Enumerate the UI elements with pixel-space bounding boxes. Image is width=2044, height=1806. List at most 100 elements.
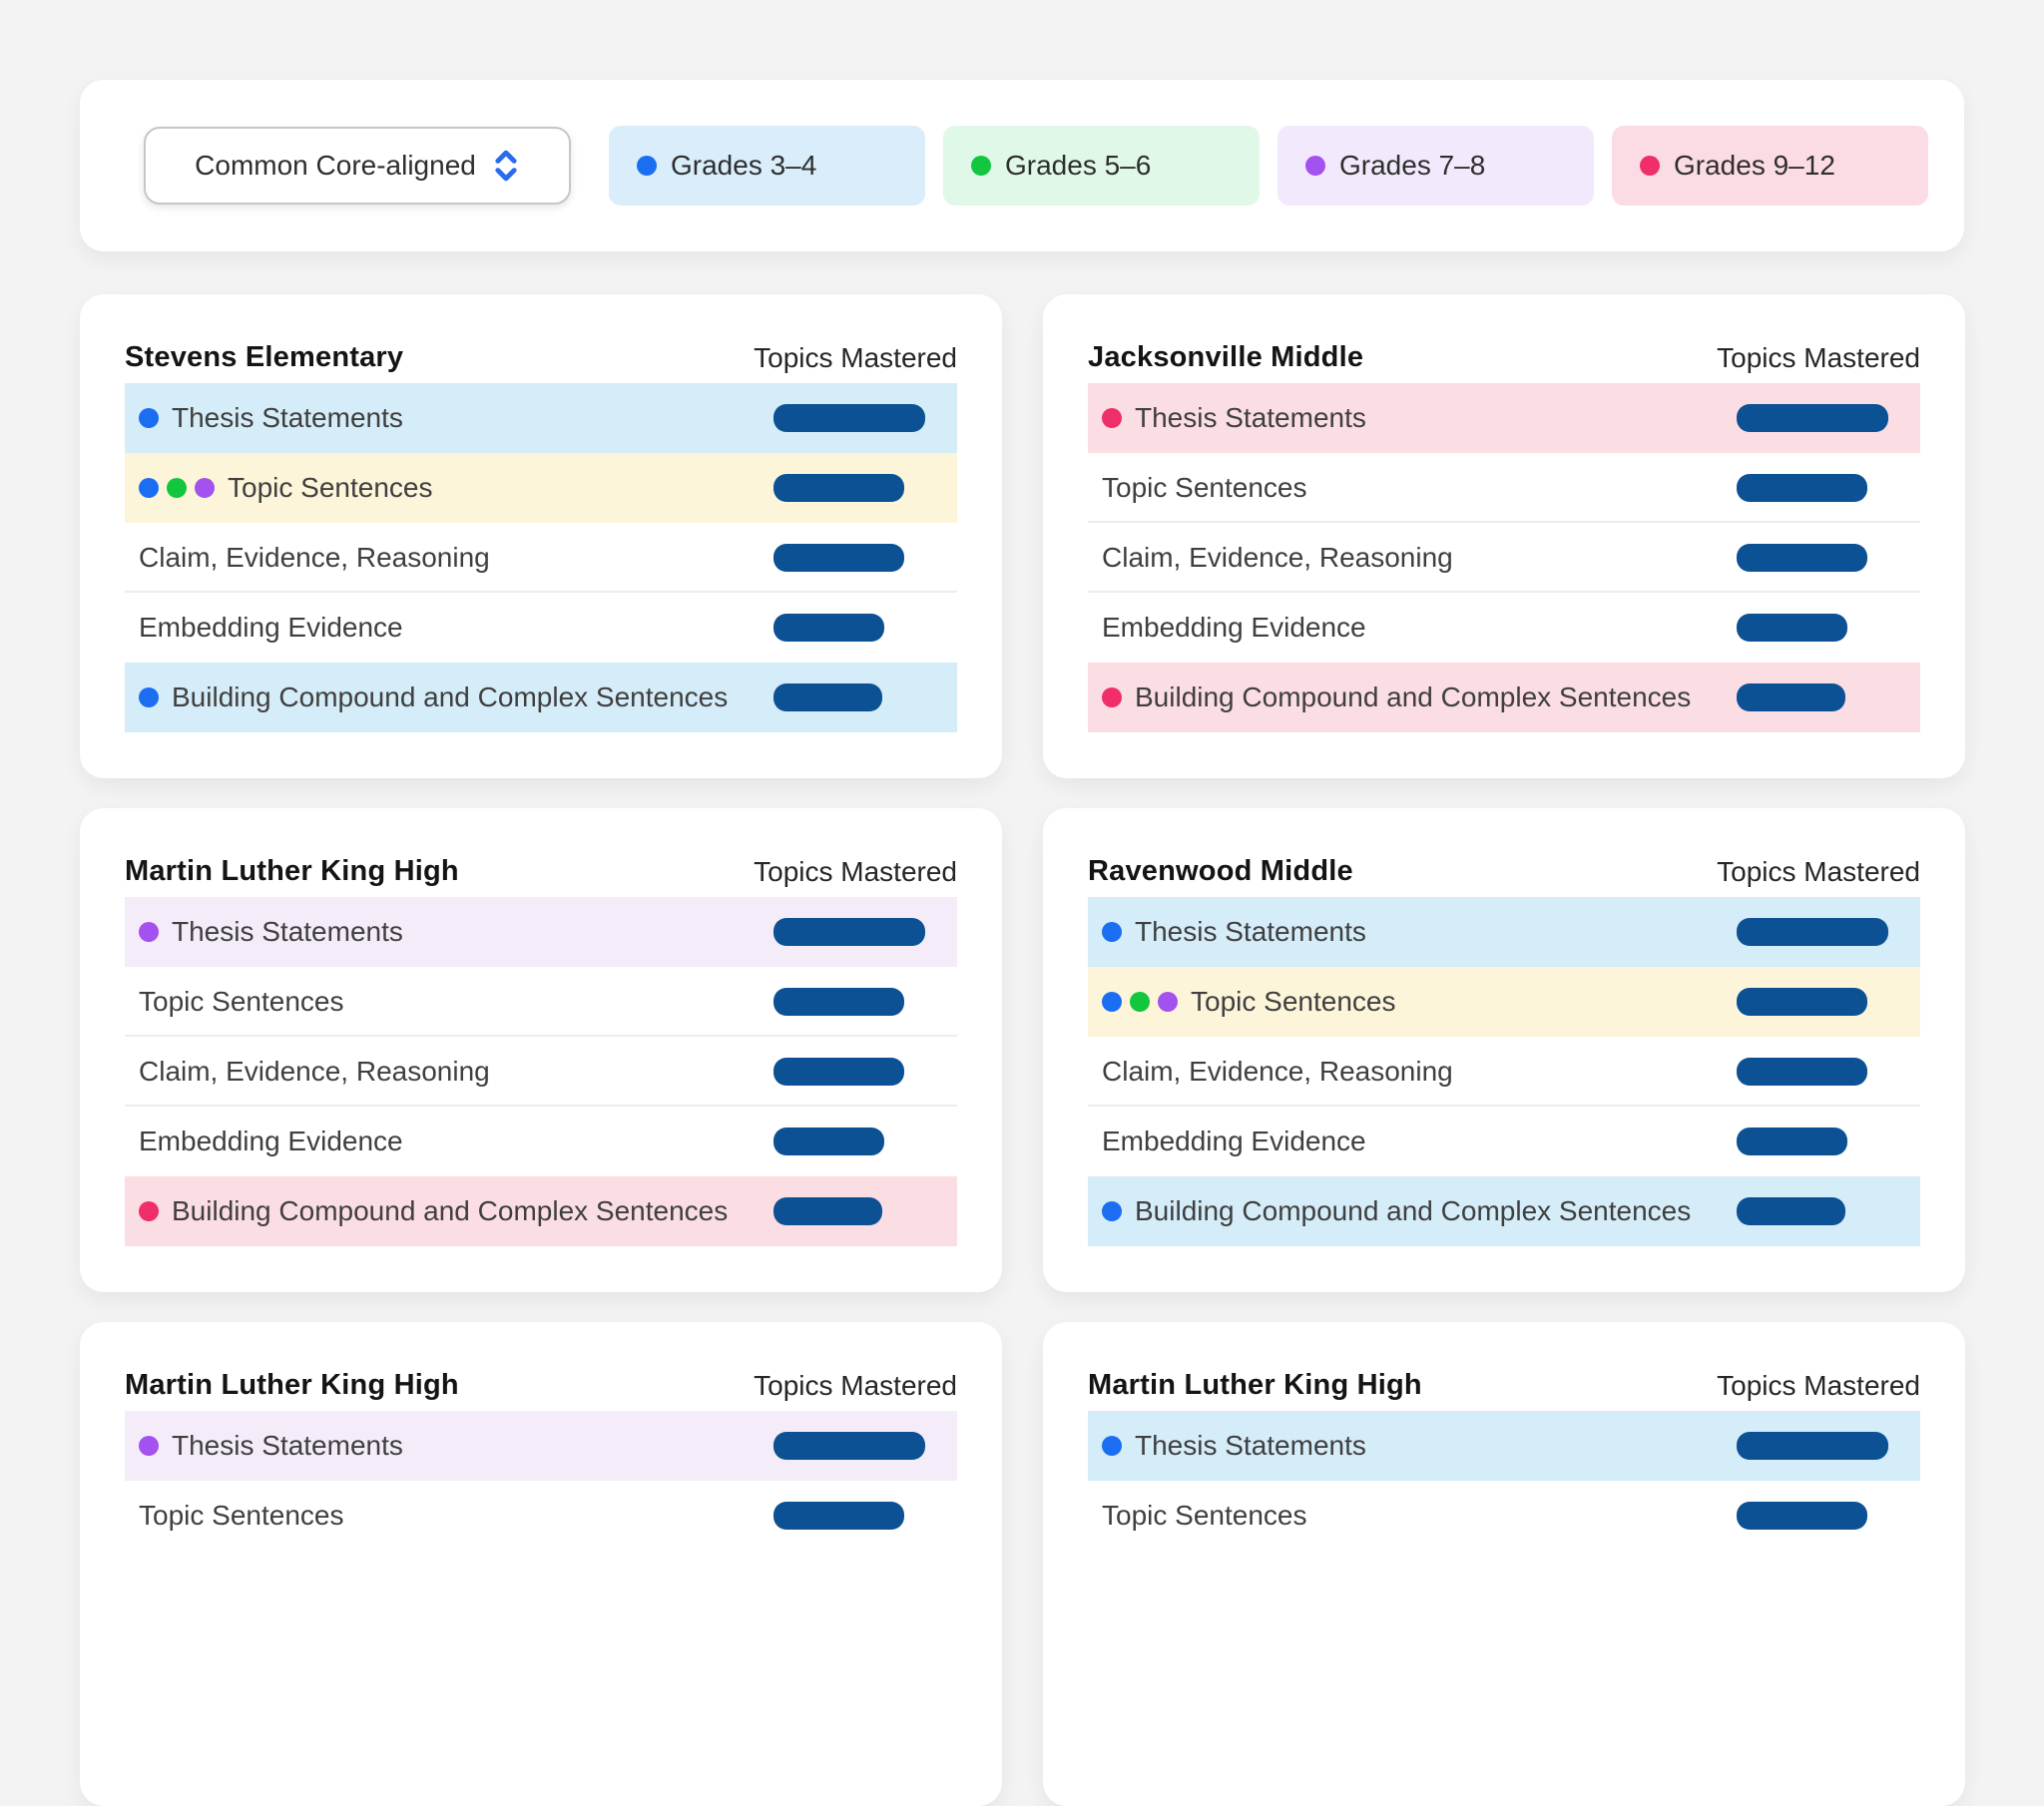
- mastery-bar: [773, 988, 904, 1016]
- grade-filter-chip-9-12[interactable]: Grades 9–12: [1612, 126, 1928, 206]
- mastery-bar: [1737, 683, 1846, 711]
- standards-dropdown-label: Common Core-aligned: [195, 150, 476, 181]
- grade-dot-icon: [637, 156, 657, 176]
- mastery-bar: [1737, 404, 1888, 432]
- school-name: Stevens Elementary: [125, 341, 404, 373]
- grade-dot-icon: [1102, 992, 1122, 1012]
- grade-filter-chip-3-4[interactable]: Grades 3–4: [609, 126, 925, 206]
- grade-dot-icon: [1102, 922, 1122, 942]
- school-card: Stevens Elementary Topics Mastered Thesis …: [80, 294, 1002, 778]
- topic-label: Claim, Evidence, Reasoning: [1102, 1056, 1453, 1087]
- mastery-bar: [1737, 474, 1867, 502]
- grade-dot-icon: [1158, 992, 1178, 1012]
- topic-label: Embedding Evidence: [1102, 1126, 1366, 1156]
- grade-dot-icon: [1102, 408, 1122, 428]
- topic-row: Building Compound and Complex Sentences: [1088, 1176, 1920, 1246]
- grade-dot-icon: [1102, 687, 1122, 707]
- grade-dots: [139, 408, 159, 428]
- mastery-bar: [773, 404, 925, 432]
- topic-row: Topic Sentences: [125, 1481, 957, 1551]
- mastery-bar-track: [773, 614, 925, 642]
- mastery-bar-track: [773, 474, 925, 502]
- topic-row: Embedding Evidence: [125, 1107, 957, 1176]
- mastery-bar-track: [1737, 1502, 1888, 1530]
- topic-row: Thesis Statements: [125, 1411, 957, 1481]
- mastery-bar-track: [773, 1058, 925, 1086]
- mastery-bar: [773, 683, 883, 711]
- school-card-header: Stevens Elementary Topics Mastered: [125, 294, 957, 383]
- school-name: Martin Luther King High: [125, 855, 459, 887]
- grade-dots: [139, 922, 159, 942]
- mastery-bar-track: [773, 918, 925, 946]
- mastery-bar: [773, 1502, 904, 1530]
- grade-filter-label: Grades 3–4: [671, 150, 817, 181]
- standards-dropdown[interactable]: Common Core-aligned: [144, 127, 571, 205]
- mastery-bar: [773, 544, 904, 572]
- grade-dots: [139, 687, 159, 707]
- topic-row: Claim, Evidence, Reasoning: [1088, 523, 1920, 593]
- topic-row: Embedding Evidence: [1088, 593, 1920, 663]
- topic-rows: Thesis Statements Topic Sentences Claim, E…: [1088, 897, 1920, 1246]
- grade-dots: [1102, 922, 1122, 942]
- topic-row: Building Compound and Complex Sentences: [125, 663, 957, 732]
- topic-row: Topic Sentences: [125, 967, 957, 1037]
- topic-label: Embedding Evidence: [139, 1126, 403, 1156]
- topics-mastered-header: Topics Mastered: [1717, 855, 1920, 887]
- topic-label: Thesis Statements: [172, 1430, 403, 1461]
- topic-label: Building Compound and Complex Sentences: [1135, 681, 1692, 712]
- topic-label: Building Compound and Complex Sentences: [172, 1195, 729, 1226]
- grade-filter-chips: Grades 3–4 Grades 5–6 Grades 7–8 Grades …: [609, 126, 1928, 206]
- chevron-up-down-icon: [495, 150, 517, 182]
- topic-row: Claim, Evidence, Reasoning: [1088, 1037, 1920, 1107]
- mastery-bar: [773, 918, 925, 946]
- topic-row: Thesis Statements: [125, 897, 957, 967]
- mastery-bar-track: [1737, 404, 1888, 432]
- grade-dots: [1102, 992, 1178, 1012]
- topic-label: Thesis Statements: [1135, 1430, 1366, 1461]
- grade-dots: [1102, 1436, 1122, 1456]
- grade-dots: [1102, 408, 1122, 428]
- mastery-bar: [1737, 1502, 1867, 1530]
- mastery-bar-track: [1737, 1058, 1888, 1086]
- topic-row: Building Compound and Complex Sentences: [1088, 663, 1920, 732]
- grade-dots: [1102, 1201, 1122, 1221]
- grade-filter-chip-5-6[interactable]: Grades 5–6: [943, 126, 1260, 206]
- mastery-bar-track: [1737, 1432, 1888, 1460]
- grade-dot-icon: [1102, 1436, 1122, 1456]
- topic-label: Claim, Evidence, Reasoning: [1102, 542, 1453, 573]
- mastery-bar: [773, 614, 884, 642]
- grade-dots: [139, 1436, 159, 1456]
- topic-row: Embedding Evidence: [1088, 1107, 1920, 1176]
- topic-rows: Thesis Statements Topic Sentences: [125, 1411, 957, 1551]
- topics-mastered-header: Topics Mastered: [754, 1369, 957, 1401]
- grade-filter-label: Grades 9–12: [1674, 150, 1835, 181]
- topic-label: Topic Sentences: [1102, 1500, 1307, 1531]
- topic-row: Embedding Evidence: [125, 593, 957, 663]
- school-card-header: Ravenwood Middle Topics Mastered: [1088, 808, 1920, 897]
- topic-label: Thesis Statements: [172, 402, 403, 433]
- topic-row: Topic Sentences: [1088, 967, 1920, 1037]
- mastery-bar: [1737, 614, 1847, 642]
- school-name: Jacksonville Middle: [1088, 341, 1364, 373]
- school-card-header: Jacksonville Middle Topics Mastered: [1088, 294, 1920, 383]
- topic-row: Claim, Evidence, Reasoning: [125, 1037, 957, 1107]
- mastery-bar: [773, 1197, 883, 1225]
- mastery-bar: [773, 1128, 884, 1155]
- grade-dot-icon: [1305, 156, 1325, 176]
- grade-dot-icon: [139, 1201, 159, 1221]
- mastery-bar: [1737, 544, 1867, 572]
- topic-rows: Thesis Statements Topic Sentences: [1088, 1411, 1920, 1551]
- mastery-bar: [1737, 1432, 1888, 1460]
- grade-dot-icon: [139, 1436, 159, 1456]
- grade-dots: [139, 1201, 159, 1221]
- mastery-bar: [773, 474, 904, 502]
- grade-dot-icon: [195, 478, 215, 498]
- mastery-bar-track: [1737, 988, 1888, 1016]
- mastery-bar-track: [1737, 683, 1888, 711]
- topic-rows: Thesis Statements Topic Sentences Claim, E…: [1088, 383, 1920, 732]
- topics-mastered-header: Topics Mastered: [754, 855, 957, 887]
- mastery-bar-track: [773, 1128, 925, 1155]
- grade-dot-icon: [139, 408, 159, 428]
- grade-filter-chip-7-8[interactable]: Grades 7–8: [1278, 126, 1594, 206]
- filter-toolbar: Common Core-aligned Grades 3–4 Grades 5–…: [80, 80, 1964, 251]
